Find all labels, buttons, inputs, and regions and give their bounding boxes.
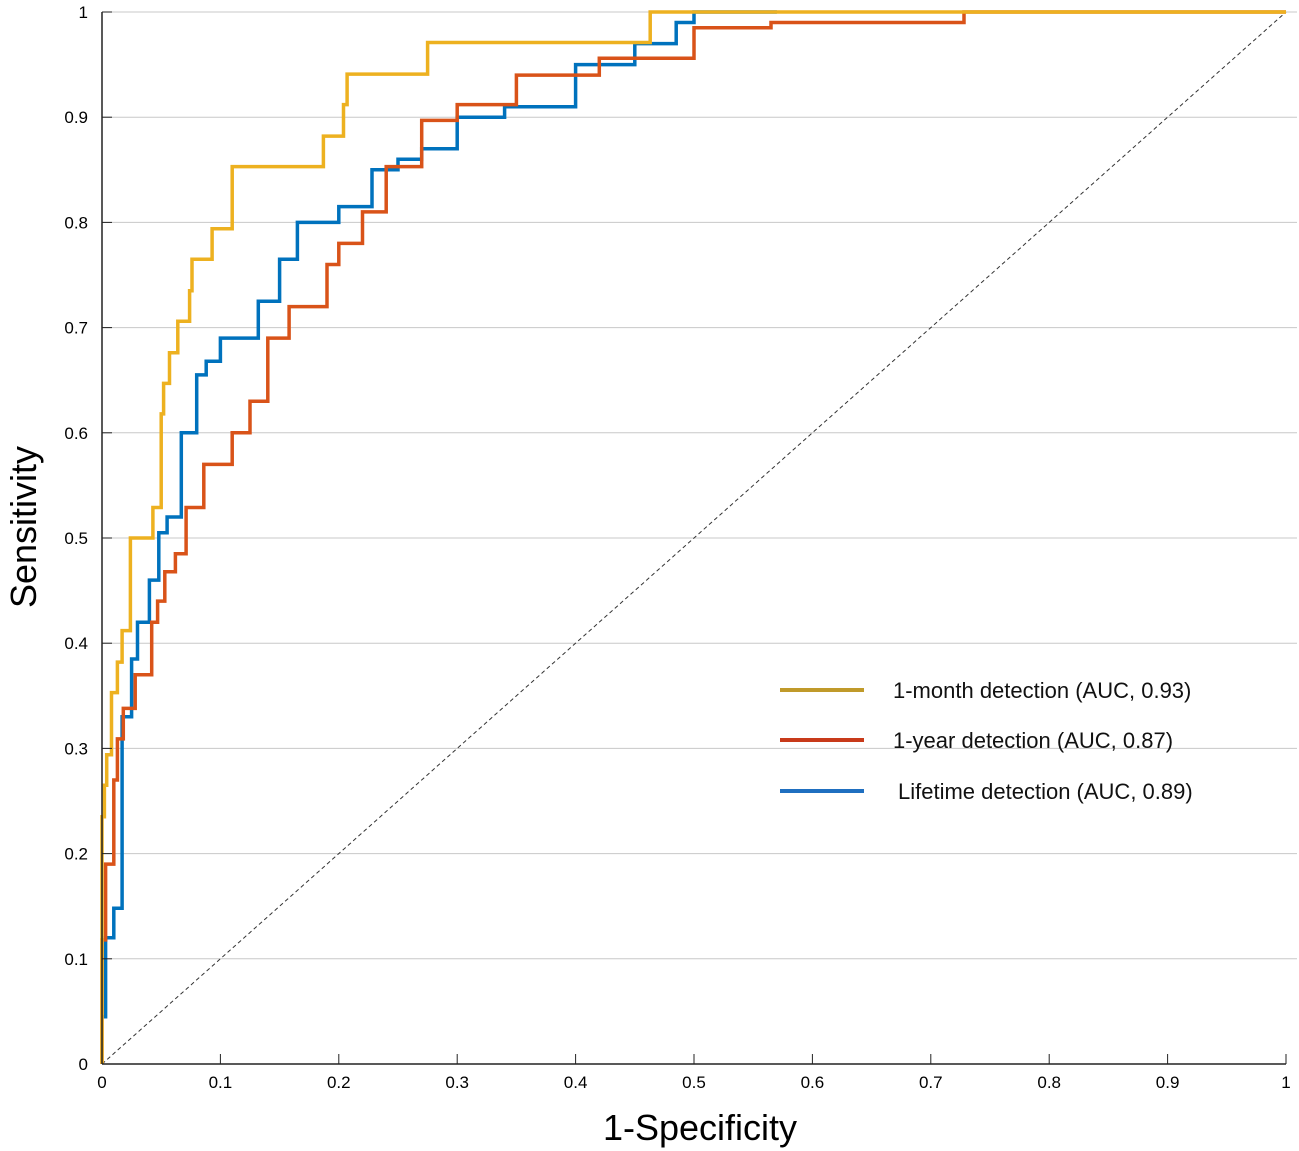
roc-line-lifetime — [102, 10, 777, 1019]
x-axis-title: 1-Specificity — [603, 1107, 797, 1148]
x-tick-label: 0 — [97, 1073, 106, 1092]
y-tick-label: 0.9 — [64, 108, 88, 127]
x-tick-label: 0.3 — [445, 1073, 469, 1092]
grid — [102, 11, 1297, 960]
legend-label-lifetime: Lifetime detection (AUC, 0.89) — [898, 779, 1193, 804]
x-tick-label: 0.6 — [801, 1073, 825, 1092]
x-tick-label: 0.7 — [919, 1073, 943, 1092]
x-tick-label: 0.4 — [564, 1073, 588, 1092]
y-tick-label: 0.6 — [64, 424, 88, 443]
y-tick-label: 0.5 — [64, 529, 88, 548]
axes — [101, 11, 1287, 1065]
y-tick-label: 0.4 — [64, 634, 88, 653]
chance-reference-line — [101, 11, 1287, 1065]
y-tick-label: 1 — [79, 3, 88, 22]
y-tick-label: 0.8 — [64, 213, 88, 232]
y-tick-label: 0 — [79, 1055, 88, 1074]
y-tick-label: 0.7 — [64, 319, 88, 338]
y-axis-title: Sensitivity — [3, 446, 44, 608]
legend-label-1-year: 1-year detection (AUC, 0.87) — [893, 728, 1173, 753]
series-group — [100, 10, 1286, 1064]
roc-line-1-month — [100, 10, 1286, 1064]
y-tick-label: 0.3 — [64, 739, 88, 758]
x-tick-label: 0.5 — [682, 1073, 706, 1092]
legend: 1-month detection (AUC, 0.93) 1-year det… — [780, 678, 1193, 804]
legend-label-1-month: 1-month detection (AUC, 0.93) — [893, 678, 1191, 703]
x-tick-label: 1 — [1281, 1073, 1290, 1092]
y-tick-label: 0.1 — [64, 950, 88, 969]
x-tick-label: 0.1 — [209, 1073, 233, 1092]
y-tick-label: 0.2 — [64, 845, 88, 864]
x-tick-label: 0.2 — [327, 1073, 351, 1092]
roc-line-1-year — [100, 10, 1286, 1064]
tick-labels: 0 0.1 0.2 0.3 0.4 0.5 0.6 0.7 0.8 0.9 1 0 0.1 0.2 0.3 0… — [64, 3, 1290, 1092]
x-tick-label: 0.8 — [1037, 1073, 1061, 1092]
x-tick-label: 0.9 — [1156, 1073, 1180, 1092]
reference-line-group — [101, 11, 1287, 1065]
